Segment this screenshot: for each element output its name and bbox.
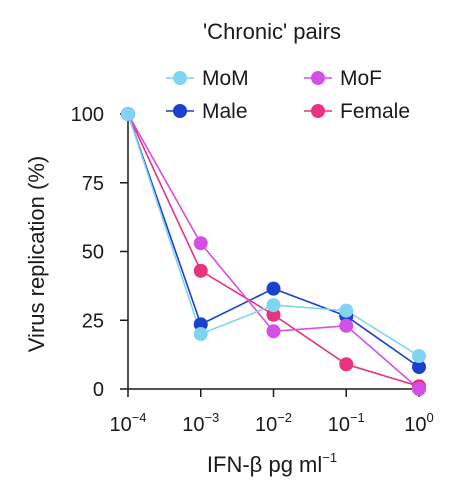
y-ticks: 0 25 50 75 100 — [71, 104, 128, 401]
series-layer — [121, 107, 426, 396]
x-axis-label-sup: −1 — [322, 450, 337, 465]
legend-marker-mom — [173, 71, 187, 85]
x-axis-label-main: IFN-β pg ml — [207, 452, 322, 477]
x-tick-label: 10−1 — [328, 410, 365, 436]
data-point-mom — [412, 349, 426, 363]
x-tick-label: 10−4 — [109, 410, 146, 436]
series-line-mof — [127, 113, 420, 390]
data-point-mof — [339, 318, 354, 333]
y-tick-label: 100 — [71, 104, 104, 126]
legend-marker-male — [173, 104, 187, 118]
data-point-male — [412, 360, 426, 374]
legend-label-female: Female — [340, 100, 410, 123]
data-point-male — [193, 317, 208, 332]
x-ticks: 10−4 10−3 10−2 10−1 100 — [109, 389, 434, 436]
data-point-female — [339, 357, 354, 372]
axes — [127, 114, 419, 390]
legend-label-mof: MoF — [340, 67, 382, 90]
data-point-mof — [266, 324, 281, 339]
y-tick-label: 0 — [93, 379, 104, 401]
y-tick-label: 25 — [82, 310, 104, 332]
legend-marker-female — [311, 104, 325, 118]
y-tick-label: 50 — [82, 242, 104, 264]
legend-marker-mof — [311, 71, 325, 85]
data-point-mom — [121, 107, 135, 121]
series-line-female — [127, 113, 420, 388]
y-axis-label: Virus replication (%) — [24, 156, 49, 352]
y-tick-label: 75 — [82, 173, 104, 195]
data-point-mof — [193, 236, 208, 251]
data-point-female — [193, 263, 208, 278]
x-axis-label: IFN-β pg ml−1 — [207, 450, 337, 477]
legend-title: 'Chronic' pairs — [203, 19, 341, 44]
legend-label-mom: MoM — [202, 67, 249, 90]
x-tick-label: 10−3 — [182, 410, 219, 436]
data-point-mof — [412, 382, 426, 396]
legend-label-male: Male — [202, 100, 248, 123]
data-point-male — [266, 281, 281, 296]
data-point-mom — [193, 327, 208, 341]
data-point-mom — [339, 303, 354, 318]
x-tick-label: 10−2 — [255, 410, 292, 436]
data-point-mom — [266, 298, 281, 313]
legend: MoM MoF Male Female — [166, 67, 410, 123]
data-point-female — [266, 307, 281, 322]
x-tick-label: 100 — [404, 410, 433, 436]
